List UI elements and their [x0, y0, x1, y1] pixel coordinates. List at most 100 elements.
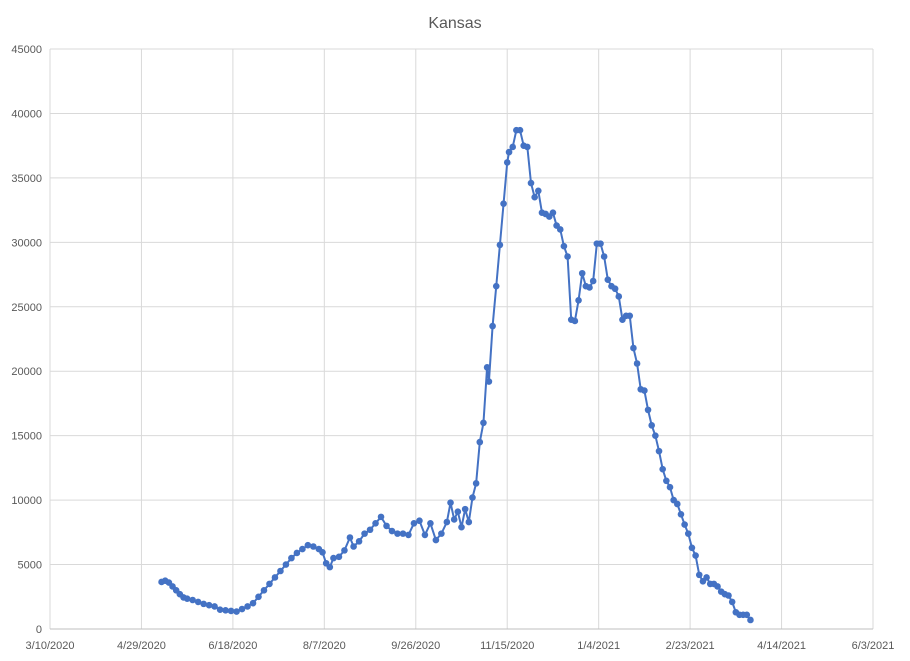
data-point [600, 253, 608, 260]
data-point [630, 344, 637, 352]
data-point [372, 520, 379, 527]
data-point [692, 552, 699, 559]
data-point [205, 601, 213, 609]
data-point [447, 499, 454, 506]
data-point [666, 483, 674, 491]
data-point [438, 530, 445, 537]
data-point [421, 531, 429, 539]
data-point [564, 253, 571, 260]
data-point [383, 522, 390, 530]
data-point [527, 179, 535, 187]
x-tick-label: 9/26/2020 [391, 640, 440, 652]
data-point [615, 293, 623, 300]
data-point [571, 317, 579, 325]
x-tick-label: 1/4/2021 [577, 640, 620, 652]
data-point [496, 241, 504, 249]
data-point [399, 530, 407, 537]
data-point [361, 530, 368, 537]
y-tick-label: 15000 [11, 431, 42, 443]
data-point [575, 297, 582, 304]
data-point [644, 406, 652, 414]
data-point [260, 587, 268, 594]
data-point [216, 606, 224, 613]
data-point [485, 378, 493, 385]
data-point [388, 527, 396, 535]
data-point [432, 536, 440, 544]
data-point [659, 465, 666, 473]
data-point [277, 567, 284, 575]
data-point [480, 419, 487, 427]
y-tick-label: 25000 [11, 302, 42, 314]
data-point [728, 598, 736, 606]
data-point [304, 541, 312, 549]
data-point [611, 285, 619, 293]
data-point [677, 510, 685, 518]
data-point [200, 600, 207, 608]
data-point [346, 534, 354, 541]
data-point [335, 553, 343, 561]
data-point [500, 200, 507, 207]
data-point [703, 574, 710, 581]
data-point [556, 226, 564, 233]
series-layer [158, 126, 754, 624]
data-point [560, 242, 568, 250]
data-point [394, 530, 401, 537]
data-point [465, 518, 473, 526]
data-point [476, 438, 484, 446]
data-point [695, 571, 703, 579]
data-point [641, 387, 648, 394]
data-point [516, 126, 524, 134]
data-point [505, 148, 513, 156]
series-line [161, 129, 752, 621]
data-point [266, 580, 273, 588]
data-point [604, 276, 612, 284]
data-point [271, 574, 279, 581]
data-point [461, 505, 469, 513]
data-point [509, 143, 517, 151]
y-tick-label: 30000 [11, 237, 42, 249]
chart-title: Kansas [428, 15, 481, 32]
x-tick-label: 11/15/2020 [480, 640, 534, 652]
data-point [489, 322, 496, 330]
data-point [330, 554, 337, 562]
y-tick-label: 5000 [18, 560, 42, 572]
y-tick-label: 35000 [11, 173, 42, 185]
gridlines [49, 48, 874, 630]
data-point [578, 269, 586, 277]
data-point [293, 549, 301, 557]
data-point [626, 312, 634, 320]
data-point [663, 477, 670, 485]
data-point [443, 518, 451, 526]
data-point [238, 605, 246, 613]
axes: 0 5000 10000 15000 20000 25000 30000 35000 40000… [11, 44, 894, 652]
data-point [326, 563, 334, 571]
data-point [524, 143, 531, 151]
y-tick-label: 45000 [11, 44, 42, 56]
x-tick-label: 6/3/2021 [852, 640, 895, 652]
data-point [458, 523, 465, 531]
data-point [288, 554, 295, 562]
data-point [648, 422, 655, 429]
data-point [299, 545, 306, 553]
data-point [183, 595, 191, 603]
data-point [350, 543, 357, 550]
data-point [492, 282, 500, 290]
data-point [211, 603, 218, 610]
data-point [377, 513, 385, 521]
data-point [427, 520, 434, 527]
data-point [341, 547, 348, 554]
data-point [450, 516, 458, 523]
data-point [189, 596, 196, 604]
data-point [282, 561, 290, 568]
data-point [531, 193, 538, 201]
x-tick-label: 8/7/2020 [303, 640, 346, 652]
x-tick-label: 3/10/2020 [26, 640, 75, 652]
data-point [684, 530, 692, 537]
data-point [586, 284, 593, 291]
data-point [405, 531, 412, 539]
data-point [725, 592, 732, 599]
data-point [674, 500, 681, 508]
data-point [503, 159, 511, 166]
